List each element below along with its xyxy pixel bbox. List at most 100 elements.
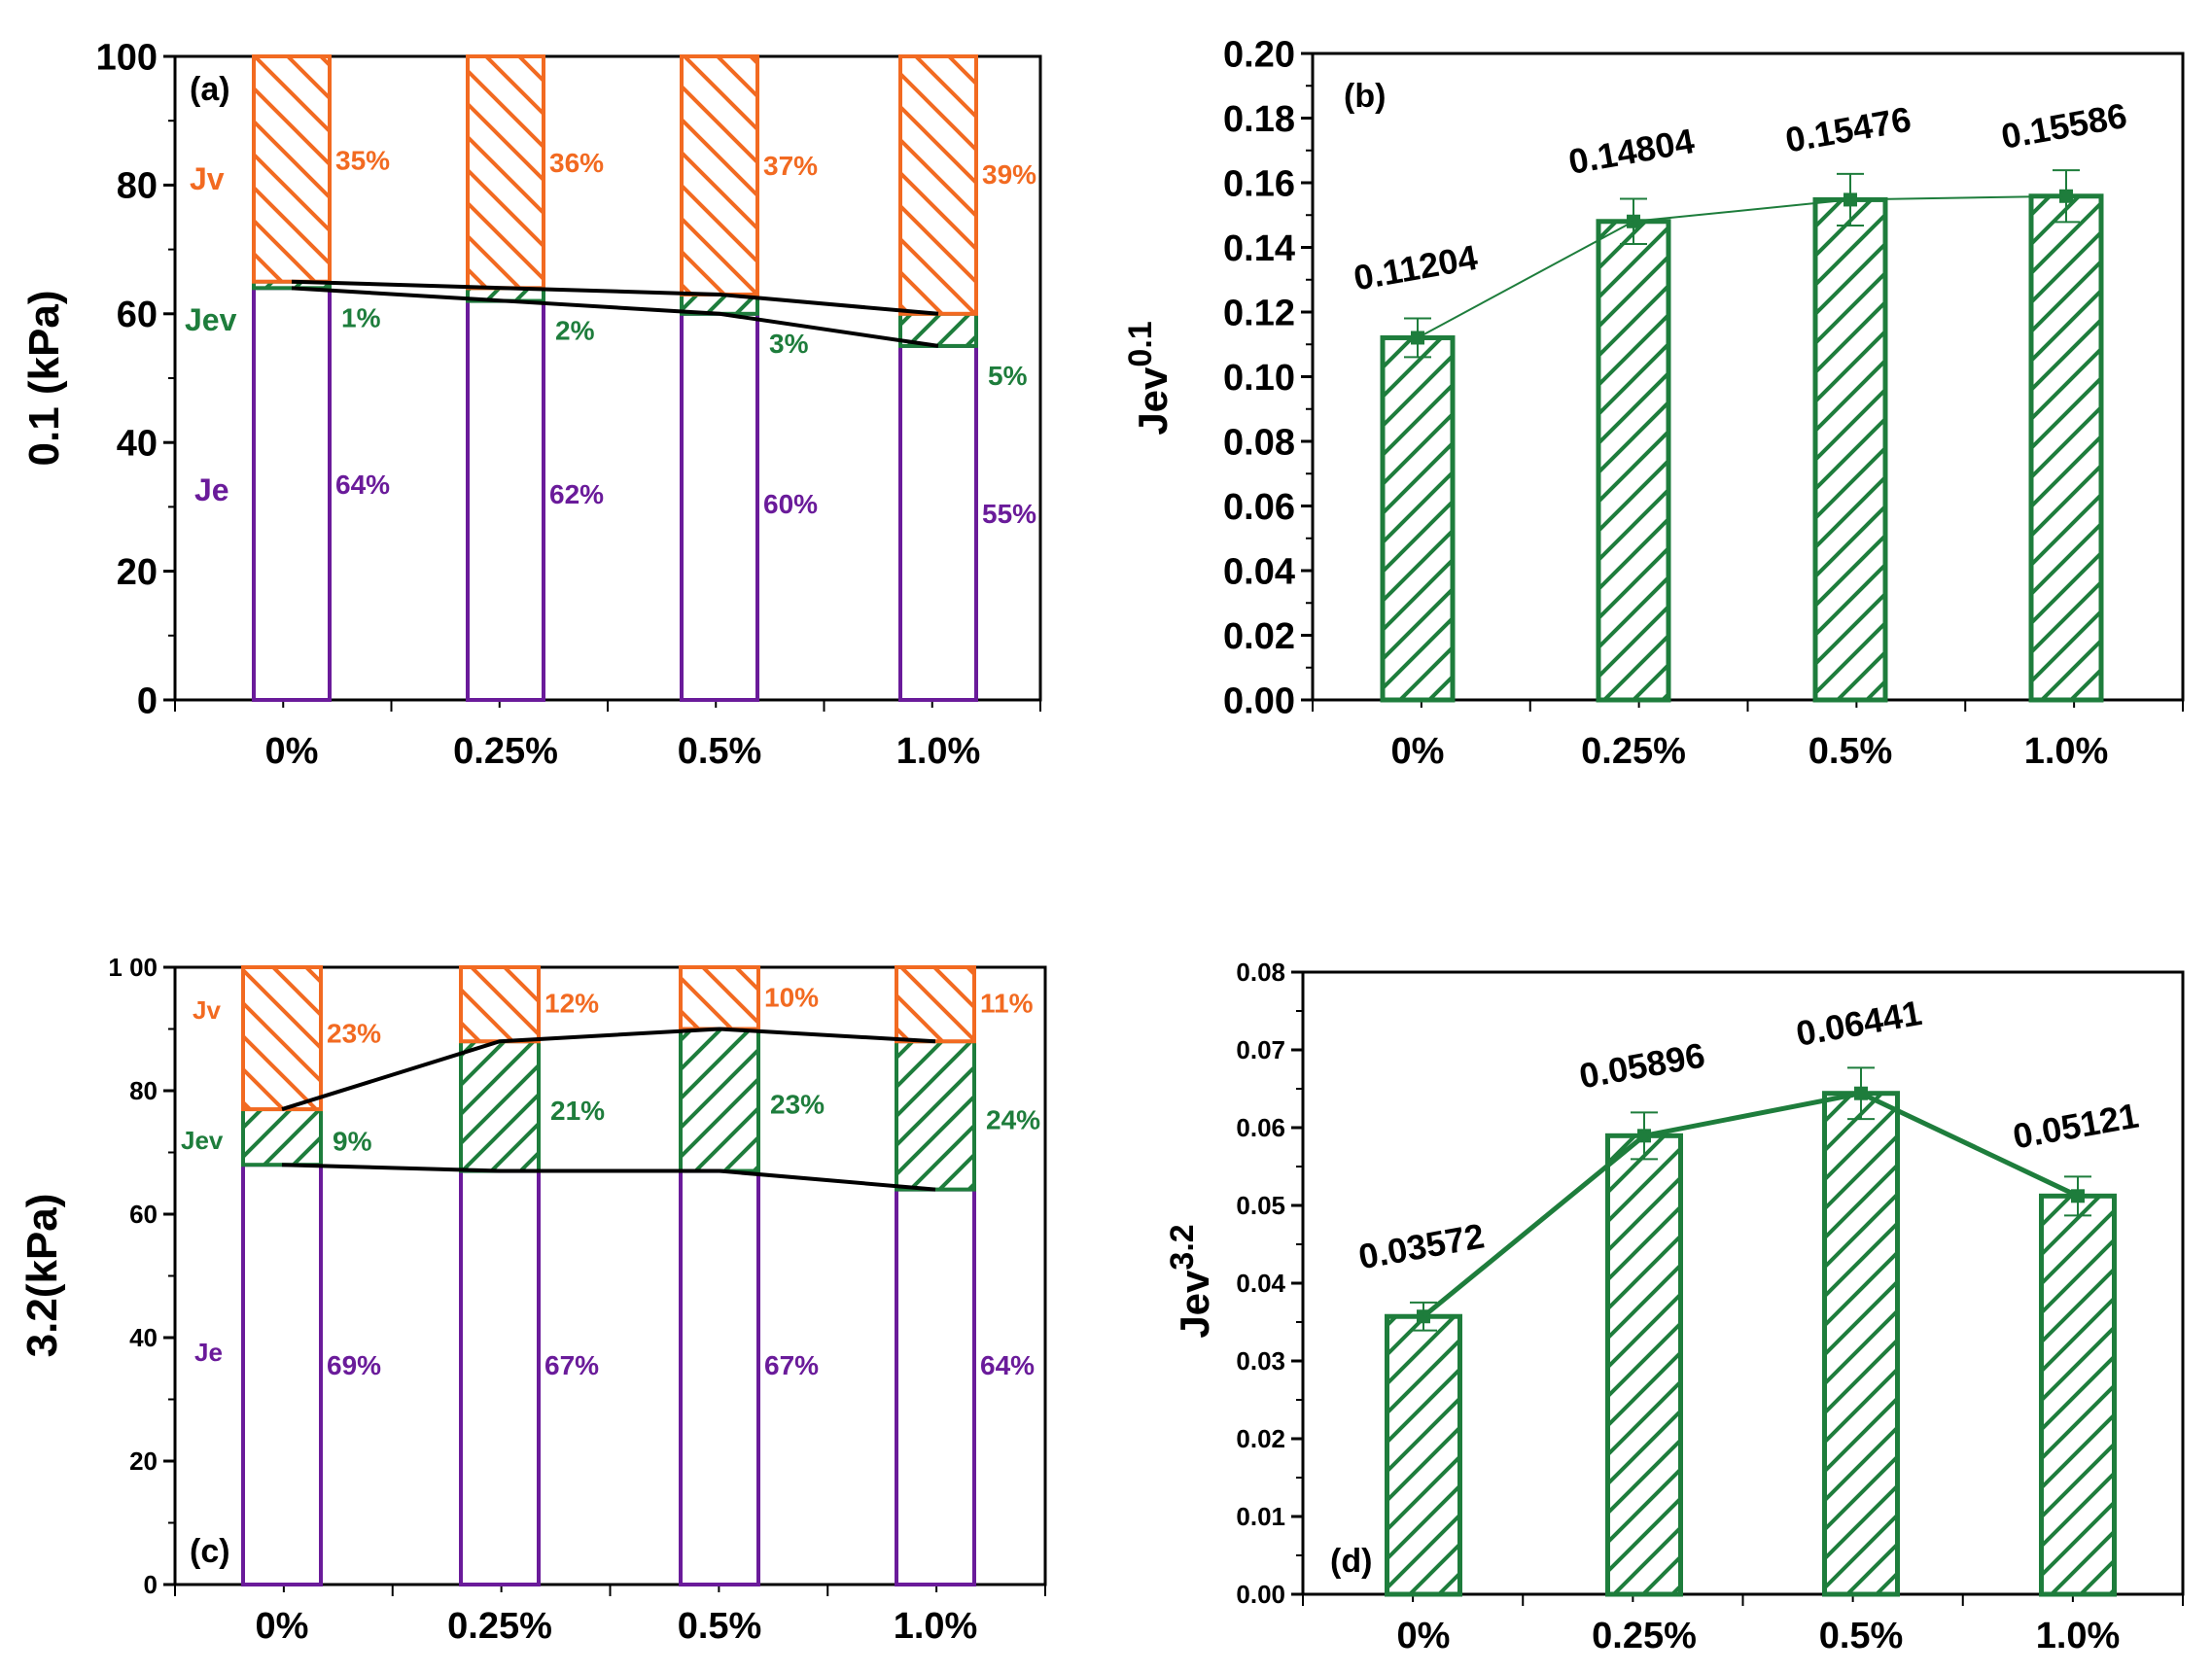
je-boundary-line bbox=[281, 1163, 936, 1192]
panel-d-axes: 0.00 0.01 0.02 0.03 0.04 0.05 0.06 0.07 0.08 0% 0.… bbox=[1164, 958, 2185, 1656]
pct-label-jev: 24% bbox=[986, 1104, 1040, 1134]
x-category-label: 0.5% bbox=[678, 1606, 762, 1647]
panel-a-axes: 0 20 40 60 80 100 0% 0.25% 0.5% 1.0% (a) 0.1 (kPa) J… bbox=[20, 37, 1042, 772]
y-tick-label: 0.06 bbox=[1236, 1113, 1285, 1142]
y-tick-label: 100 bbox=[96, 37, 158, 78]
bar-jv bbox=[459, 965, 541, 1044]
panel-c-stacked-chart: 0 20 40 60 80 1 00 0% 0.25% 0.5% 1.0% (c) 3.2(kPa) J… bbox=[18, 953, 1047, 1647]
y-tick-label: 0.10 bbox=[1223, 358, 1295, 399]
panel-c-labels: 23% 9% 69% 12% 21% 67% 10% 23% 67% 11% 24% 64% bbox=[327, 983, 1040, 1381]
value-label: 0.03572 bbox=[1355, 1215, 1487, 1276]
panel-a-stacked-chart: 0 20 40 60 80 100 0% 0.25% 0.5% 1.0% (a) 0.1 (kPa) J… bbox=[20, 37, 1042, 772]
bar bbox=[2028, 193, 2104, 703]
pct-label-jev: 23% bbox=[770, 1090, 825, 1120]
value-label: 0.06441 bbox=[1793, 993, 1924, 1054]
pct-label-jv: 39% bbox=[982, 159, 1036, 190]
pct-label-je: 62% bbox=[549, 479, 604, 509]
panel-label: (c) bbox=[190, 1533, 230, 1570]
x-category-label: 0% bbox=[1391, 731, 1445, 772]
y-tick-label: 40 bbox=[129, 1323, 158, 1352]
y-axis-label-main: Jev bbox=[1172, 1270, 1217, 1339]
x-category-label: 0.25% bbox=[1592, 1616, 1697, 1656]
y-axis-label-main: Jev bbox=[1130, 366, 1176, 436]
y-axis-label: 3.2(kPa) bbox=[18, 1194, 66, 1358]
pct-label-jv: 23% bbox=[327, 1019, 381, 1049]
pct-label-je: 64% bbox=[335, 470, 390, 500]
bar bbox=[1385, 1313, 1462, 1597]
pct-label-je: 60% bbox=[763, 489, 818, 519]
y-tick-label: 20 bbox=[117, 552, 158, 593]
bar bbox=[2039, 1193, 2117, 1597]
panel-label: (b) bbox=[1344, 78, 1386, 115]
pct-label-jv: 35% bbox=[335, 145, 390, 175]
panel-c-axes: 0 20 40 60 80 1 00 0% 0.25% 0.5% 1.0% (c) 3.2(kPa) J… bbox=[18, 953, 1047, 1647]
x-category-label: 1.0% bbox=[896, 731, 981, 772]
jev-boundary-line bbox=[291, 279, 939, 316]
bar-jv bbox=[241, 965, 323, 1112]
bar-jv bbox=[252, 54, 332, 284]
je-boundary-line bbox=[291, 286, 939, 348]
bar-jv bbox=[895, 965, 976, 1044]
bar-jv bbox=[898, 54, 978, 316]
y-tick-label: 0.14 bbox=[1223, 228, 1295, 269]
x-category-label: 0.5% bbox=[1808, 731, 1893, 772]
y-tick-label: 80 bbox=[117, 166, 158, 207]
connecting-line bbox=[1422, 1091, 2080, 1319]
pct-label-jev: 9% bbox=[333, 1127, 372, 1157]
x-category-label: 0.5% bbox=[1819, 1616, 1904, 1656]
bar-jv bbox=[680, 54, 759, 296]
bar-jv bbox=[466, 54, 545, 291]
connecting-line bbox=[1417, 194, 2067, 339]
bar bbox=[1605, 1133, 1683, 1597]
series-label-jv: Jv bbox=[193, 995, 221, 1025]
panel-d-bars bbox=[1385, 1066, 2117, 1597]
panel-a-bars bbox=[252, 54, 978, 702]
series-label-je: Je bbox=[194, 1338, 223, 1367]
x-category-label: 0.25% bbox=[1581, 731, 1686, 772]
pct-label-jv: 36% bbox=[549, 148, 604, 178]
x-category-label: 1.0% bbox=[894, 1606, 978, 1647]
panel-label: (a) bbox=[190, 71, 230, 108]
pct-label-jev: 2% bbox=[555, 316, 595, 346]
y-axis-label: Jev0.1 bbox=[1122, 321, 1176, 435]
bar-jev bbox=[895, 1039, 976, 1192]
series-label-jev: Jev bbox=[181, 1126, 224, 1155]
pct-label-jv: 11% bbox=[980, 988, 1034, 1018]
y-tick-label: 0.00 bbox=[1236, 1580, 1285, 1609]
value-label: 0.14804 bbox=[1565, 121, 1697, 182]
pct-label-jv: 12% bbox=[544, 988, 599, 1018]
pct-label-je: 69% bbox=[327, 1350, 381, 1380]
panel-b-axes: 0.00 0.02 0.04 0.06 0.08 0.10 0.12 0.14 0.16 0.18… bbox=[1122, 34, 2185, 772]
pct-label-jev: 1% bbox=[341, 302, 381, 332]
y-tick-label: 0.18 bbox=[1223, 99, 1295, 140]
value-label: 0.15476 bbox=[1782, 99, 1914, 160]
y-axis-label: 0.1 (kPa) bbox=[20, 291, 68, 467]
panel-c-boundary-lines bbox=[281, 1027, 936, 1192]
bar-je bbox=[459, 1168, 541, 1587]
value-label: 0.05121 bbox=[2010, 1096, 2141, 1157]
panel-d-bar-chart: 0.00 0.01 0.02 0.03 0.04 0.05 0.06 0.07 0.08 0% 0.… bbox=[1164, 958, 2185, 1656]
y-tick-label: 0.00 bbox=[1223, 680, 1295, 721]
pct-label-jev: 5% bbox=[988, 361, 1028, 391]
panel-d-labels: 0.03572 0.05896 0.06441 0.05121 bbox=[1355, 993, 2141, 1276]
x-category-label: 1.0% bbox=[2024, 731, 2109, 772]
y-tick-label: 0.06 bbox=[1223, 487, 1295, 528]
pct-label-jv: 37% bbox=[763, 151, 818, 181]
value-label: 0.05896 bbox=[1576, 1035, 1707, 1097]
y-tick-label: 20 bbox=[129, 1446, 158, 1476]
pct-label-jv: 10% bbox=[764, 983, 819, 1013]
bar-je bbox=[241, 1163, 323, 1586]
y-tick-label: 0.04 bbox=[1236, 1269, 1285, 1298]
x-category-label: 0% bbox=[1397, 1616, 1451, 1656]
panel-c-bars bbox=[241, 965, 976, 1587]
series-label-jv: Jv bbox=[190, 161, 225, 196]
bar-je bbox=[680, 311, 759, 702]
y-tick-label: 0.02 bbox=[1223, 616, 1295, 657]
pct-label-je: 67% bbox=[764, 1350, 819, 1380]
y-tick-label: 0.07 bbox=[1236, 1035, 1285, 1064]
x-category-label: 1.0% bbox=[2036, 1616, 2121, 1656]
y-tick-label: 0.01 bbox=[1236, 1502, 1285, 1531]
bar-je bbox=[679, 1168, 760, 1587]
series-label-je: Je bbox=[194, 472, 229, 507]
panel-b-bars bbox=[1380, 169, 2104, 703]
